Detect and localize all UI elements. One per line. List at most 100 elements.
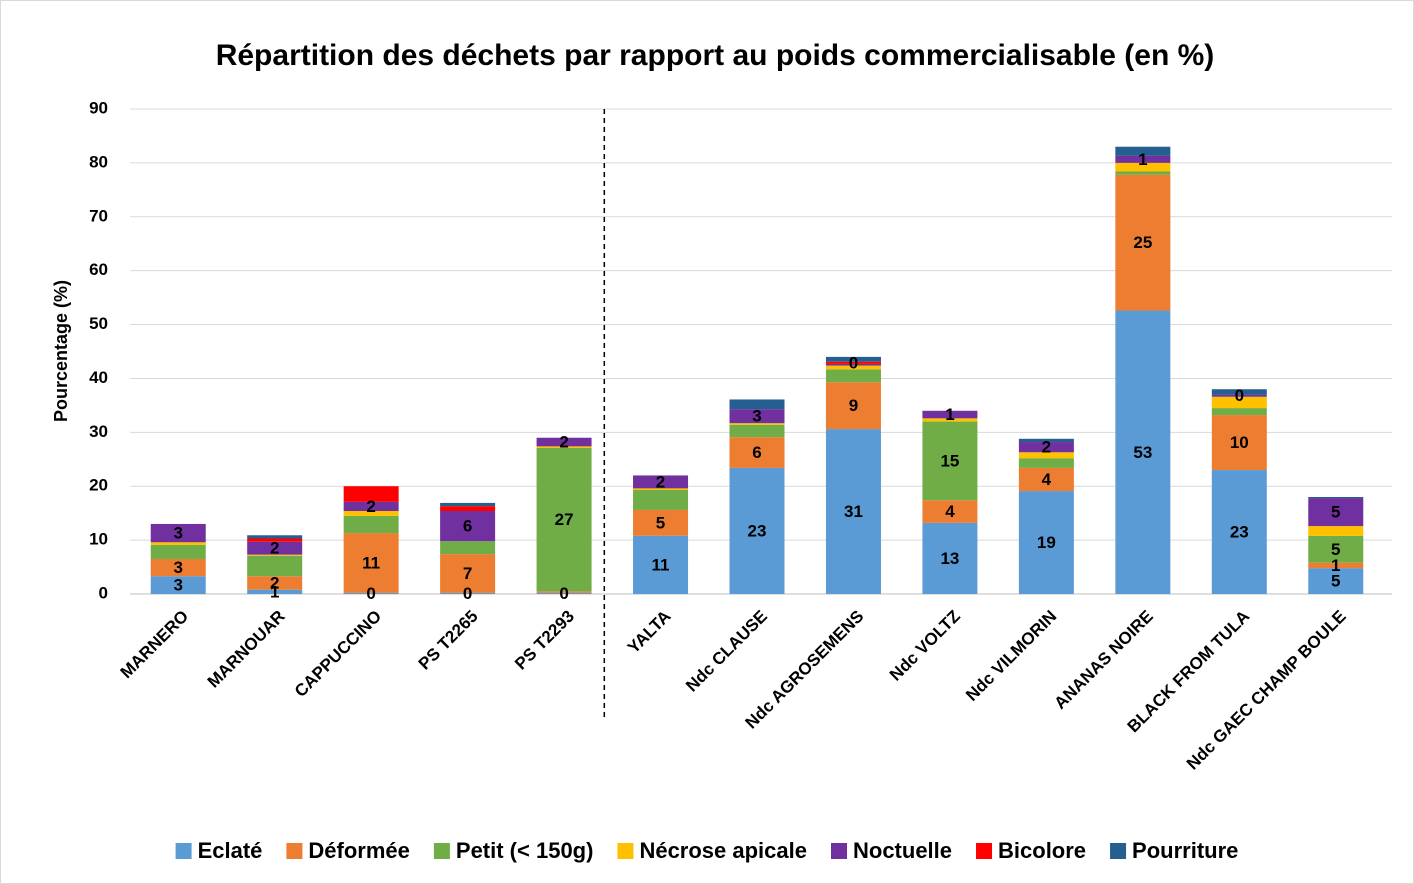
bar-segment bbox=[440, 506, 496, 512]
bar-segment bbox=[1308, 498, 1364, 527]
bar-segment bbox=[729, 437, 785, 468]
bar-segment bbox=[247, 576, 303, 590]
data-label: 1 bbox=[945, 405, 954, 424]
legend-label: Nécrose apicale bbox=[639, 838, 807, 863]
bar-segment bbox=[440, 541, 496, 555]
legend-swatch bbox=[976, 843, 993, 859]
data-label: 2 bbox=[1042, 438, 1051, 457]
bar-segment bbox=[825, 361, 881, 364]
bar-segment bbox=[1211, 396, 1267, 409]
data-label: 6 bbox=[463, 517, 472, 536]
bar-segment bbox=[1115, 155, 1171, 163]
bar-segment bbox=[633, 488, 689, 490]
bar-segment bbox=[440, 554, 496, 593]
bar-segment bbox=[729, 424, 785, 438]
bar-segment bbox=[729, 467, 785, 594]
bar-segment bbox=[1308, 562, 1364, 569]
data-label: 2 bbox=[559, 433, 568, 452]
bar-segment bbox=[922, 500, 978, 523]
bar-segment bbox=[247, 589, 303, 594]
bar-segment bbox=[633, 489, 689, 510]
data-label: 0 bbox=[849, 353, 858, 372]
bar-segment bbox=[922, 421, 978, 501]
bar-segment bbox=[729, 409, 785, 424]
y-tick-label: 20 bbox=[89, 476, 108, 495]
bar-segment bbox=[825, 356, 881, 362]
legend-label: Déformée bbox=[308, 838, 409, 863]
bar-segment bbox=[1211, 389, 1267, 395]
bar-segment bbox=[633, 475, 689, 489]
data-label: 0 bbox=[463, 584, 472, 603]
bar-segment bbox=[1211, 415, 1267, 471]
data-label: 0 bbox=[1235, 386, 1244, 405]
bar-segment bbox=[1115, 310, 1171, 594]
legend: Eclaté Déformée Petit (< 150g) Nécrose apic… bbox=[175, 838, 1238, 863]
data-label: 11 bbox=[362, 553, 380, 572]
bar-segment bbox=[536, 437, 592, 447]
bar-segment bbox=[1211, 470, 1267, 594]
bar-segment bbox=[729, 423, 785, 425]
bar-segment bbox=[922, 418, 978, 422]
data-label: 19 bbox=[1037, 533, 1056, 552]
data-label: 11 bbox=[652, 555, 670, 574]
data-label: 3 bbox=[173, 524, 182, 543]
bar-segment bbox=[1115, 146, 1171, 156]
bar-segment bbox=[1211, 394, 1267, 397]
bar-segment bbox=[1018, 452, 1074, 459]
chart-title: Répartition des déchets par rapport au p… bbox=[216, 39, 1215, 72]
data-label: 3 bbox=[752, 407, 761, 426]
bar-segment bbox=[150, 544, 206, 559]
legend-swatch bbox=[433, 843, 450, 859]
legend-swatch bbox=[286, 843, 303, 859]
data-label: 5 bbox=[1331, 572, 1340, 591]
legend-label: Petit (< 150g) bbox=[456, 838, 594, 863]
bar-segment bbox=[825, 363, 881, 366]
legend-swatch bbox=[175, 843, 192, 859]
bar-segment bbox=[825, 369, 881, 383]
bar-segment bbox=[536, 447, 592, 592]
data-label: 5 bbox=[656, 513, 665, 532]
data-label: 1 bbox=[1331, 556, 1340, 575]
y-tick-label: 10 bbox=[89, 530, 108, 549]
bar-segment bbox=[922, 410, 978, 419]
bar-segment bbox=[1308, 568, 1364, 594]
bar-segment bbox=[343, 486, 399, 502]
bar-segment bbox=[633, 535, 689, 594]
bar-segment bbox=[1018, 467, 1074, 492]
data-label: 9 bbox=[849, 396, 858, 415]
data-label: 5 bbox=[1331, 503, 1340, 522]
bar-segment bbox=[150, 523, 206, 543]
data-label: 2 bbox=[656, 472, 665, 491]
data-label: 53 bbox=[1133, 443, 1152, 462]
bar-segment bbox=[1115, 162, 1171, 172]
data-label: 2 bbox=[270, 573, 279, 592]
y-tick-label: 40 bbox=[89, 368, 108, 387]
legend-swatch bbox=[1110, 843, 1127, 859]
data-label: 3 bbox=[173, 558, 182, 577]
bar-segment bbox=[1211, 408, 1267, 416]
y-tick-label: 70 bbox=[89, 206, 108, 225]
data-label: 5 bbox=[1331, 540, 1340, 559]
legend-label: Eclaté bbox=[198, 838, 263, 863]
data-label: 27 bbox=[555, 510, 574, 529]
bar-segment bbox=[150, 576, 206, 594]
bar-segment bbox=[633, 509, 689, 536]
data-label: 0 bbox=[559, 584, 568, 603]
legend-swatch bbox=[617, 843, 634, 859]
y-tick-label: 30 bbox=[89, 422, 108, 441]
bar-segment bbox=[440, 592, 496, 594]
bar-segment bbox=[825, 382, 881, 430]
data-label: 15 bbox=[940, 451, 959, 470]
data-label: 4 bbox=[945, 502, 955, 521]
bar-segment bbox=[150, 542, 206, 545]
data-label: 7 bbox=[463, 564, 472, 583]
bar-segment bbox=[247, 555, 303, 577]
data-label: 25 bbox=[1133, 233, 1152, 252]
bar-segment bbox=[1308, 497, 1364, 499]
bar-segment bbox=[440, 511, 496, 542]
y-tick-label: 0 bbox=[99, 583, 108, 602]
data-label: 2 bbox=[270, 539, 279, 558]
legend-label: Noctuelle bbox=[853, 838, 952, 863]
